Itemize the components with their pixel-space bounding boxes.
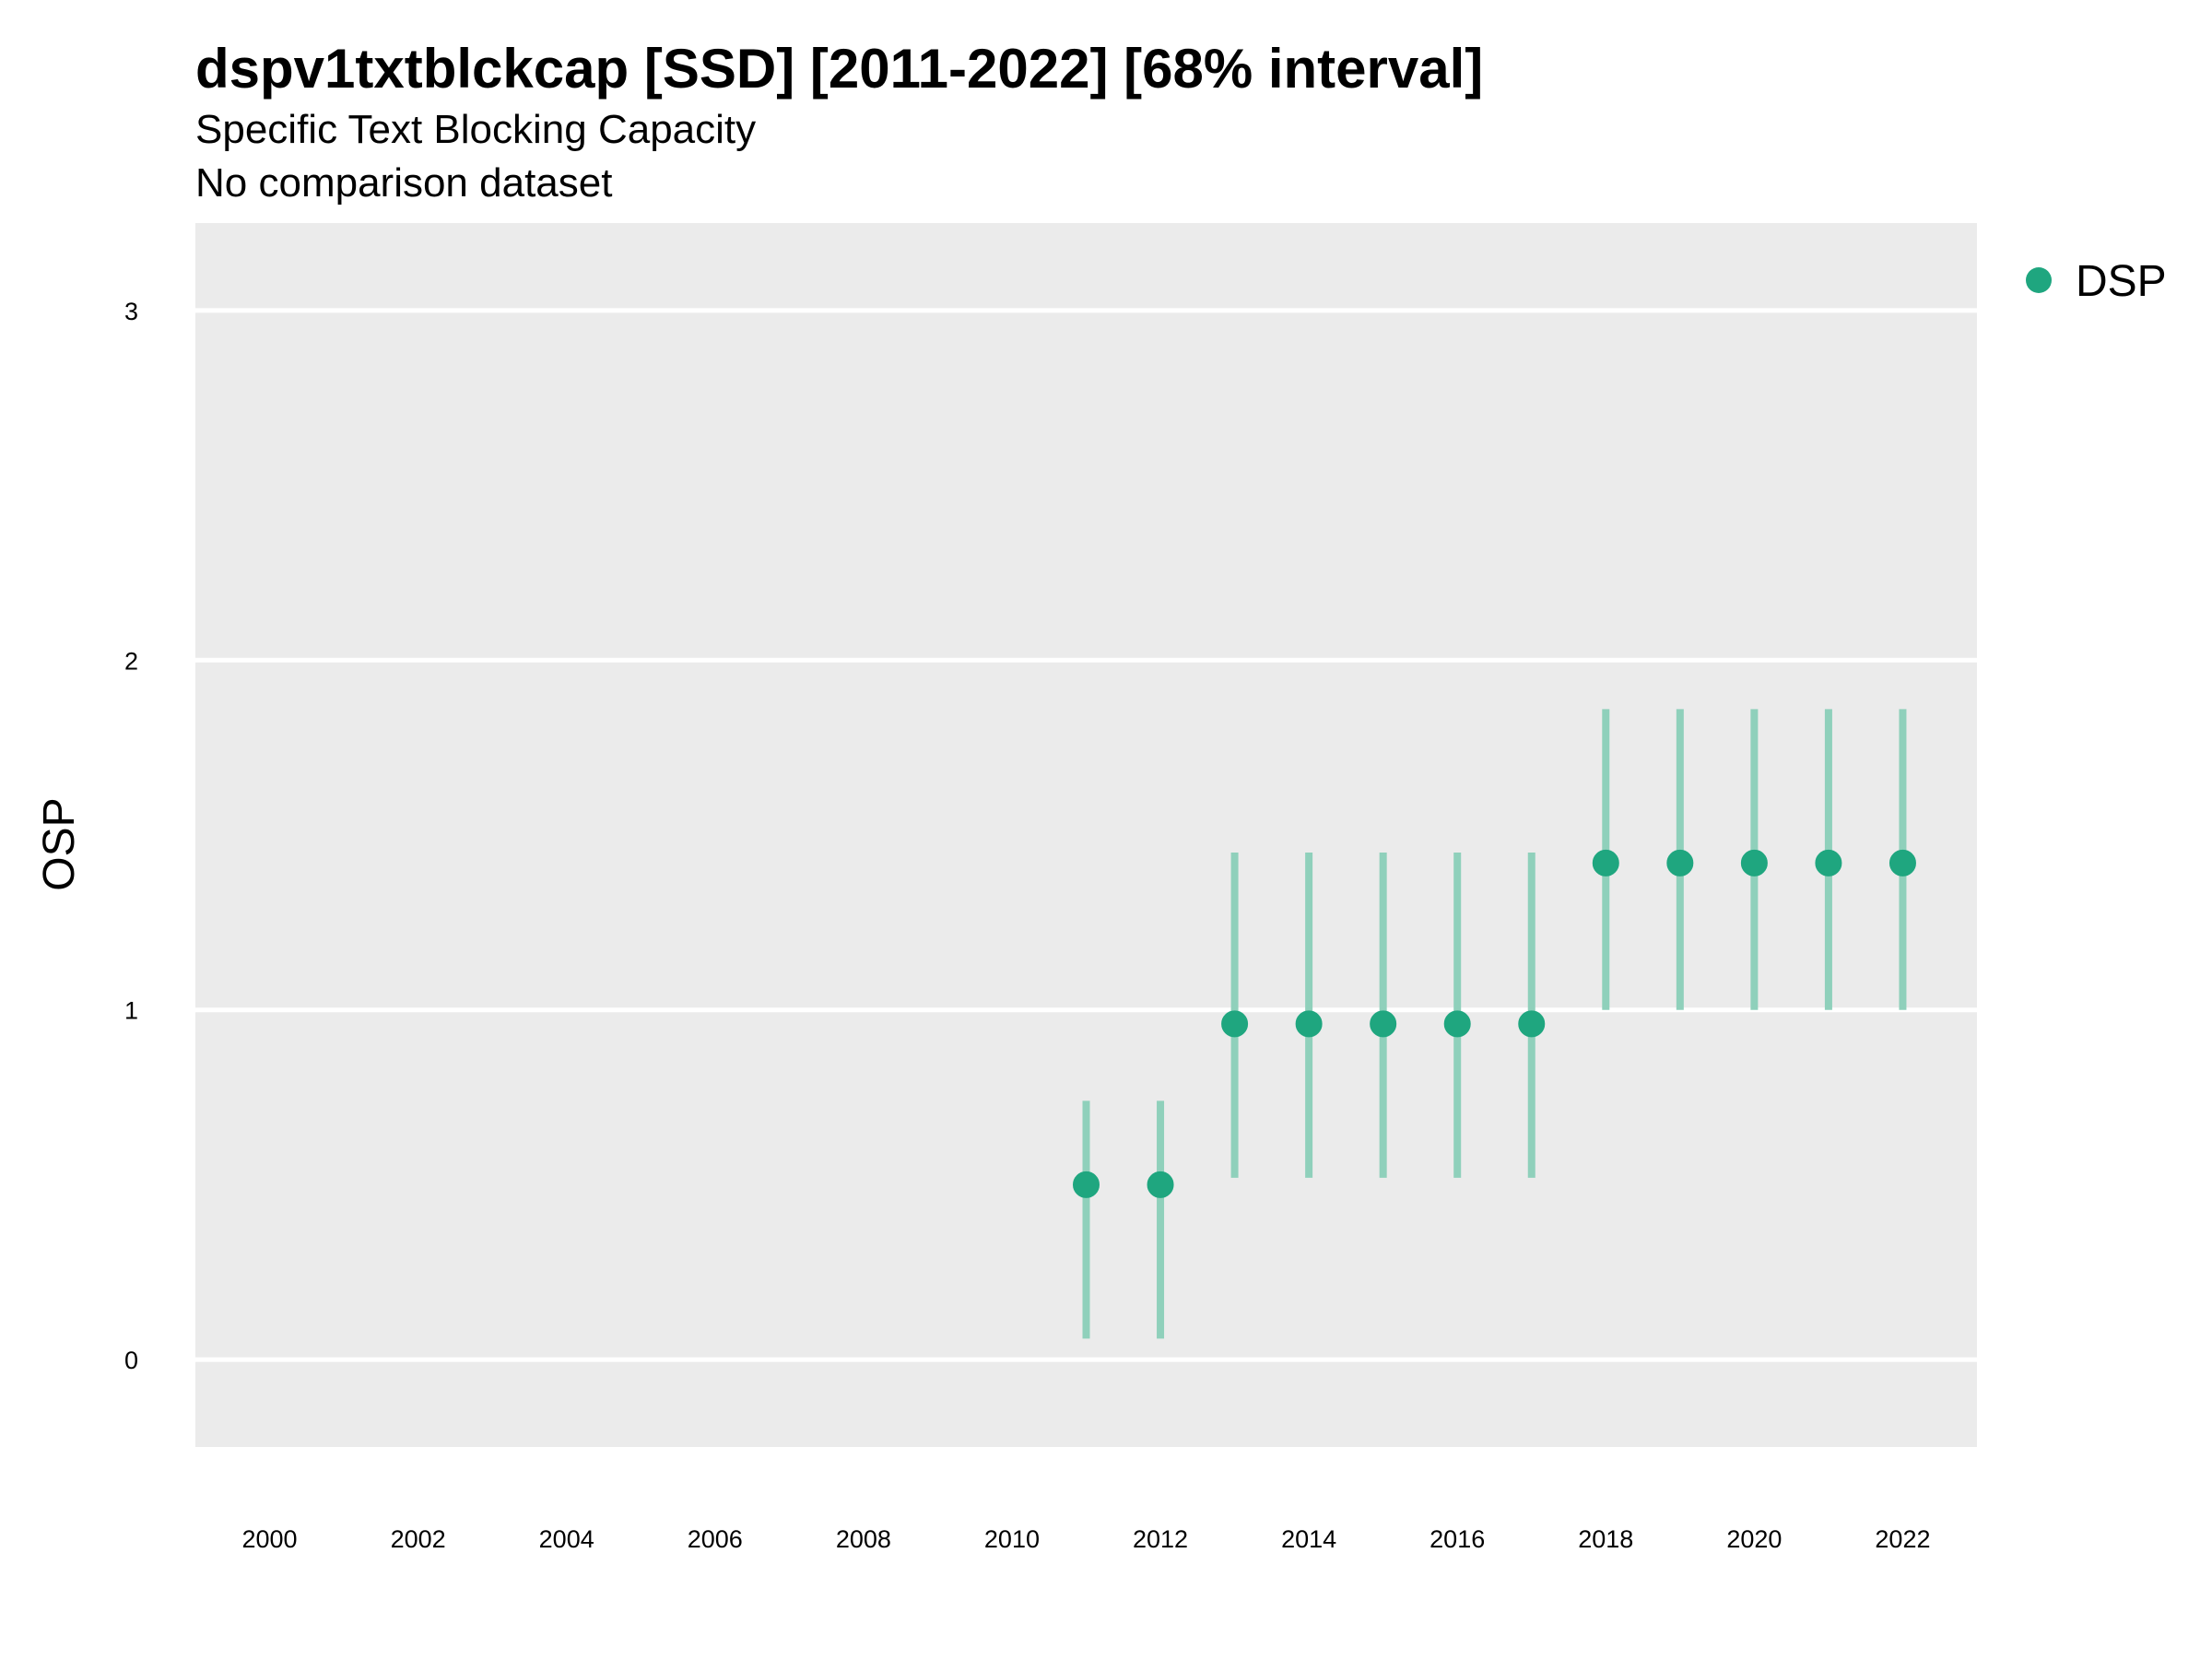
- data-points: [1073, 849, 1916, 1198]
- data-point: [1443, 1010, 1471, 1038]
- chart-subtitle-line-2: No comparison dataset: [195, 160, 613, 206]
- x-tick-label: 2004: [539, 1525, 594, 1553]
- y-tick-label: 1: [124, 997, 138, 1025]
- x-tick-label: 2020: [1726, 1525, 1782, 1553]
- y-tick-label: 3: [124, 298, 138, 325]
- y-axis-title: OSP: [35, 797, 84, 890]
- y-tick-labels: 0 1 2 3: [124, 298, 138, 1374]
- x-tick-label: 2006: [688, 1525, 743, 1553]
- legend-label-dsp: DSP: [2076, 257, 2167, 306]
- data-point: [1073, 1171, 1100, 1198]
- y-tick-label: 0: [124, 1347, 138, 1374]
- x-tick-label: 2000: [242, 1525, 298, 1553]
- x-tick-label: 2016: [1430, 1525, 1485, 1553]
- data-point: [1147, 1171, 1174, 1198]
- x-tick-label: 2014: [1281, 1525, 1336, 1553]
- data-point: [1666, 849, 1694, 877]
- data-point: [1518, 1010, 1546, 1038]
- x-tick-label: 2008: [836, 1525, 891, 1553]
- legend: DSP: [2026, 257, 2167, 306]
- data-point: [1295, 1010, 1323, 1038]
- legend-key-dsp: [2026, 267, 2052, 293]
- data-point: [1740, 849, 1768, 877]
- data-point: [1592, 849, 1619, 877]
- data-point: [1815, 849, 1842, 877]
- chart-title: dspv1txtblckcap [SSD] [2011-2022] [68% i…: [195, 38, 1484, 100]
- data-point: [1888, 849, 1916, 877]
- x-tick-label: 2002: [391, 1525, 446, 1553]
- x-tick-label: 2010: [984, 1525, 1040, 1553]
- x-tick-label: 2022: [1875, 1525, 1930, 1553]
- x-tick-label: 2012: [1133, 1525, 1188, 1553]
- x-tick-label: 2018: [1578, 1525, 1633, 1553]
- data-point: [1370, 1010, 1397, 1038]
- chart-subtitle-line-1: Specific Text Blocking Capacity: [195, 107, 757, 152]
- x-tick-labels: 2000 2002 2004 2006 2008 2010 2012 2014 2016 2018…: [242, 1525, 1931, 1553]
- data-point: [1221, 1010, 1249, 1038]
- y-tick-label: 2: [124, 647, 138, 675]
